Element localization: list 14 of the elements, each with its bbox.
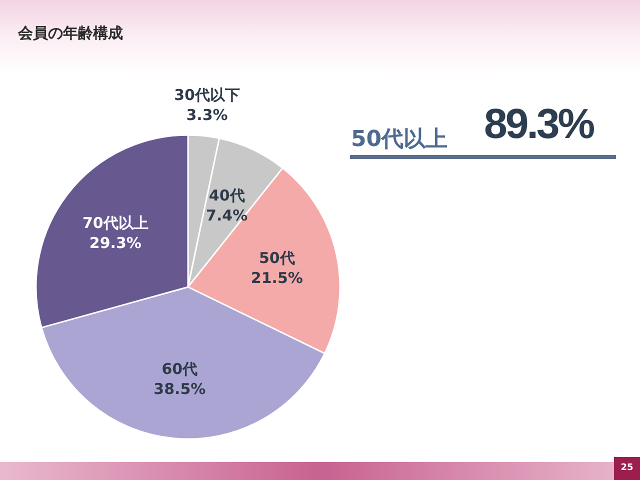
data-label: 7.4% <box>206 206 248 224</box>
slice-label: 50代 <box>259 248 295 267</box>
text: 89.3% <box>484 100 594 148</box>
slice-label: 30代以下 <box>174 86 240 104</box>
data-label: 21.5% <box>250 268 303 287</box>
data-label: 3.3% <box>186 106 228 124</box>
data-label: 38.5% <box>154 380 206 398</box>
chart-title: 会員の年齢構成 <box>18 24 123 43</box>
slice-label: 60代 <box>162 360 198 378</box>
slice-label: 40代 <box>208 186 245 204</box>
text: 50代以上 <box>351 126 448 154</box>
data-label: 29.3% <box>89 234 142 252</box>
text: 25 <box>614 457 640 480</box>
slice-label: 70代以上 <box>82 214 148 232</box>
